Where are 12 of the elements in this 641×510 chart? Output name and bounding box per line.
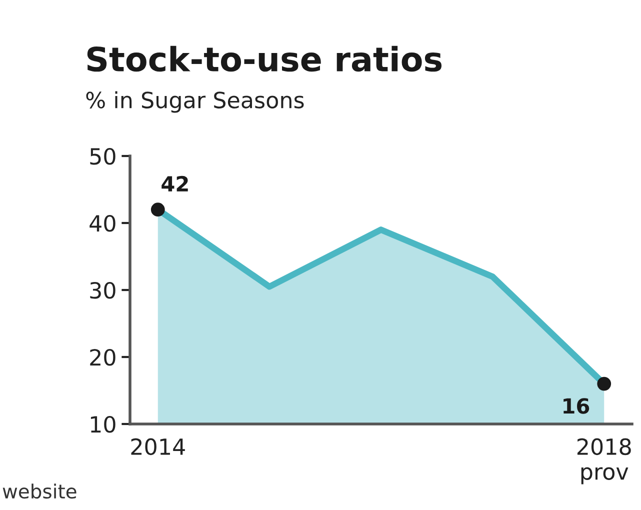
chart-title: Stock-to-use ratios [87,46,442,72]
x-tick-label: 2014 [131,438,185,456]
data-label: 16 [564,398,590,414]
y-tick-label: 30 [90,282,116,299]
y-tick-label: 50 [90,148,116,165]
y-tick-label: 10 [90,416,116,433]
y-tick-label: 20 [90,348,116,366]
text: website [2,484,76,499]
data-label: 42 [162,176,188,192]
chart-subtitle: % in Sugar Seasons [86,91,304,113]
y-tick-label: 40 [90,214,116,232]
x-tick-label: 2018 prov [577,438,631,484]
